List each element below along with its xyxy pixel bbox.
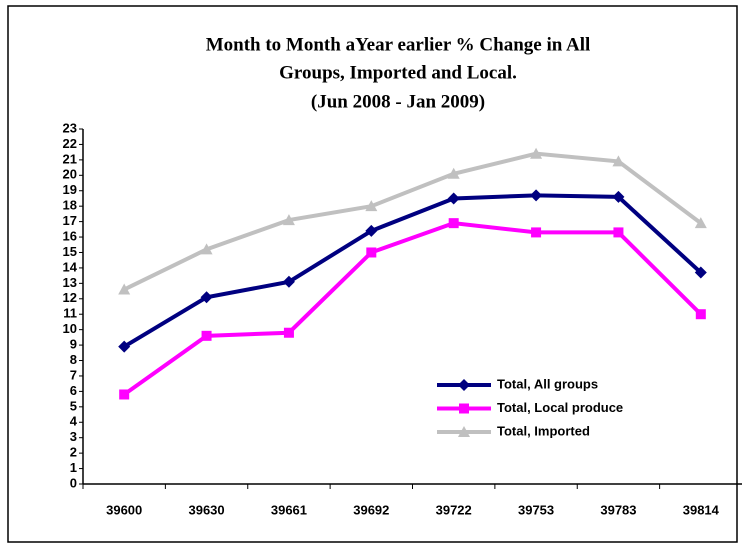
x-tick-label: 39630 bbox=[188, 502, 224, 517]
marker bbox=[365, 224, 378, 237]
y-tick-label: 13 bbox=[63, 275, 77, 290]
marker bbox=[282, 214, 295, 226]
y-tick-label: 21 bbox=[63, 151, 77, 166]
legend-label: Total, Imported bbox=[497, 423, 590, 438]
marker bbox=[613, 227, 624, 238]
y-tick-label: 0 bbox=[70, 475, 77, 490]
marker bbox=[366, 247, 377, 258]
marker bbox=[458, 379, 470, 391]
x-tick-label: 39783 bbox=[600, 502, 636, 517]
y-tick-label: 22 bbox=[63, 136, 77, 151]
x-tick-label: 39661 bbox=[271, 502, 307, 517]
y-tick-label: 18 bbox=[63, 198, 77, 213]
marker bbox=[530, 147, 543, 159]
y-tick-label: 17 bbox=[63, 213, 77, 228]
marker bbox=[201, 330, 212, 341]
y-tick-label: 5 bbox=[70, 398, 77, 413]
series-line bbox=[123, 151, 703, 292]
marker bbox=[694, 266, 707, 279]
marker bbox=[283, 327, 294, 338]
marker bbox=[118, 283, 131, 295]
legend-label: Total, Local produce bbox=[497, 400, 623, 415]
y-tick-label: 14 bbox=[63, 259, 78, 274]
marker bbox=[447, 167, 460, 179]
y-tick-label: 1 bbox=[70, 460, 77, 475]
marker bbox=[612, 190, 625, 203]
y-tick-label: 15 bbox=[63, 244, 77, 259]
y-tick-label: 12 bbox=[63, 290, 77, 305]
series-line bbox=[123, 221, 703, 397]
marker bbox=[200, 243, 213, 255]
x-tick-label: 39600 bbox=[106, 502, 142, 517]
y-tick-label: 4 bbox=[70, 414, 78, 429]
marker bbox=[530, 189, 543, 202]
x-tick-label: 39722 bbox=[436, 502, 472, 517]
x-tick-label: 39753 bbox=[518, 502, 554, 517]
marker bbox=[200, 291, 213, 304]
y-tick-label: 20 bbox=[63, 167, 77, 182]
marker bbox=[694, 217, 707, 229]
series-line bbox=[123, 193, 703, 349]
marker bbox=[447, 192, 460, 205]
marker bbox=[531, 227, 542, 238]
chart-frame bbox=[7, 5, 738, 543]
marker bbox=[459, 403, 469, 414]
y-tick-label: 9 bbox=[70, 337, 77, 352]
marker bbox=[282, 275, 295, 288]
chart-title: Month to Month aYear earlier % Change in… bbox=[206, 34, 591, 55]
chart-title: (Jun 2008 - Jan 2009) bbox=[311, 91, 485, 112]
y-tick-label: 10 bbox=[63, 321, 77, 336]
legend-label: Total, All groups bbox=[497, 376, 598, 391]
chart-title: Groups, Imported and Local. bbox=[279, 62, 517, 83]
y-tick-label: 6 bbox=[70, 383, 77, 398]
marker bbox=[695, 309, 706, 320]
y-tick-label: 7 bbox=[70, 367, 77, 382]
x-tick-label: 39692 bbox=[353, 502, 389, 517]
y-tick-label: 3 bbox=[70, 429, 77, 444]
marker bbox=[118, 340, 131, 353]
y-tick-label: 11 bbox=[63, 306, 77, 321]
y-tick-label: 16 bbox=[63, 228, 77, 243]
marker bbox=[119, 389, 130, 400]
y-tick-label: 8 bbox=[70, 352, 77, 367]
y-tick-label: 2 bbox=[70, 445, 77, 460]
x-tick-label: 39814 bbox=[683, 502, 720, 517]
marker bbox=[458, 426, 470, 437]
marker bbox=[612, 155, 625, 167]
y-tick-label: 19 bbox=[63, 182, 77, 197]
marker bbox=[365, 200, 378, 212]
y-tick-label: 23 bbox=[63, 120, 77, 135]
marker bbox=[448, 218, 459, 229]
